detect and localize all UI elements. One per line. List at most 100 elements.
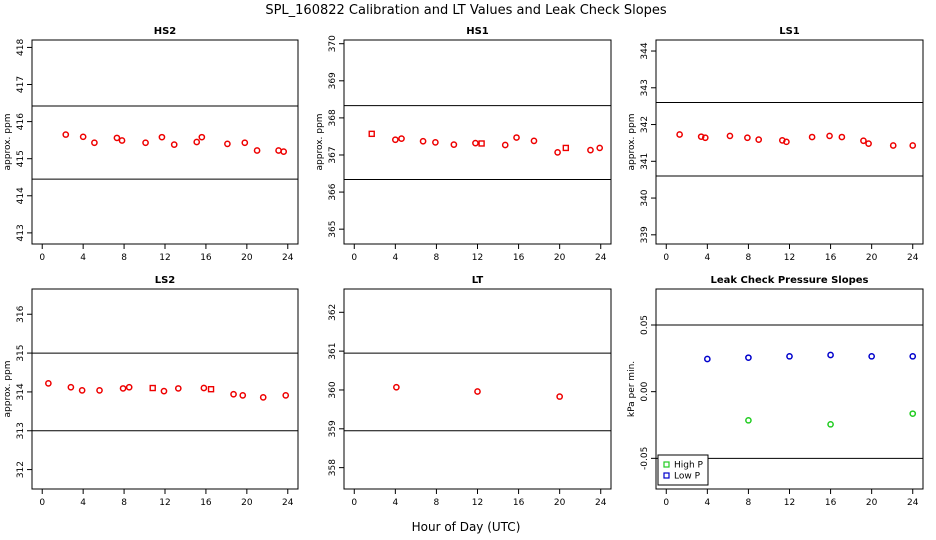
data-point [149,384,156,392]
panel-1: HS1 approx. ppm 0 4 8 12 16 20 24 365 366 367 368 369… [315,26,612,263]
y-tick-label: 413 [16,224,26,241]
x-tick-label: 0 [39,253,45,263]
data-point [170,141,178,148]
x-tick-label: 0 [663,498,669,508]
data-point [280,148,288,155]
y-tick-label: 368 [328,109,338,126]
data-point [909,410,917,418]
data-point [827,351,834,359]
x-tick-label: 20 [866,498,878,508]
y-tick-label: 370 [328,35,338,52]
y-axis-label: approx. ppm [3,361,13,418]
y-tick-label: 417 [16,76,26,93]
data-point [393,383,400,391]
legend-box [657,454,709,486]
x-tick-label: 20 [554,498,566,508]
x-tick-label: 8 [434,498,440,508]
x-tick-label: 16 [825,253,837,263]
panel-title: HS2 [154,26,177,37]
panel-3: LS2 approx. ppm 0 4 8 12 16 20 24 312 313 314 315 316 [3,275,299,508]
y-tick-label: 339 [640,226,650,243]
x-tick-label: 12 [784,253,795,263]
y-tick-label: 314 [16,383,26,400]
data-point [513,134,520,141]
y-tick-label: 343 [640,79,650,96]
x-tick-label: 4 [392,253,398,263]
data-point [67,383,75,391]
data-point [113,134,121,142]
data-point [241,139,249,147]
data-point [554,149,561,156]
y-tick-label: 0.05 [640,315,650,335]
x-tick-label: 24 [595,253,607,263]
data-point [726,132,734,140]
data-point [865,140,872,148]
y-tick-label: 315 [16,344,26,361]
x-tick-label: 20 [241,498,253,508]
data-point [889,142,897,149]
x-tick-label: 16 [200,253,212,263]
x-tick-label: 4 [80,498,86,508]
y-tick-label: 367 [328,146,338,163]
x-tick-label: 8 [434,253,440,263]
x-tick-label: 24 [595,498,607,508]
y-tick-label: 340 [640,189,650,206]
data-point [125,383,133,391]
data-point [838,133,846,141]
y-tick-label: 360 [328,381,338,398]
data-point [119,385,127,392]
legend-marker [663,461,670,468]
x-tick-label: 20 [554,253,566,263]
x-tick-label: 12 [159,253,170,263]
y-tick-label: 313 [16,422,26,439]
y-tick-label: 366 [328,183,338,200]
data-point [160,387,168,395]
x-tick-label: 24 [282,253,294,263]
panel-title: LT [472,275,484,286]
x-tick-label: 12 [784,498,795,508]
x-tick-label: 4 [392,498,398,508]
x-tick-label: 20 [866,253,878,263]
data-point [745,354,752,362]
data-point [158,133,166,141]
data-point [868,352,876,360]
y-tick-label: 358 [328,459,338,476]
x-tick-label: 8 [121,253,127,263]
data-point [174,385,182,392]
data-point [860,137,867,145]
y-tick-label: 415 [16,150,26,167]
y-tick-label: 0.00 [640,381,650,401]
y-tick-label: 418 [16,39,26,56]
data-point [239,392,247,399]
data-point [530,137,538,145]
data-point [472,139,479,147]
x-tick-label: 4 [80,253,86,263]
data-point [562,144,570,152]
x-tick-label: 20 [241,253,253,263]
legend-label: High P [674,461,704,471]
data-point [909,142,917,149]
data-point [391,136,399,144]
panel-title: LS2 [155,275,176,286]
y-tick-label: 362 [328,304,338,321]
y-tick-label: 344 [640,42,650,59]
data-point [419,137,427,145]
x-tick-label: 0 [351,498,357,508]
data-point [224,140,231,148]
data-point [368,130,375,138]
data-point [259,393,267,401]
x-tick-label: 24 [907,498,919,508]
y-axis-label: approx. ppm [3,114,13,171]
data-point [745,416,752,424]
data-point [253,147,261,154]
x-tick-label: 16 [200,498,212,508]
data-point [207,385,215,393]
panel-title: Leak Check Pressure Slopes [711,275,869,286]
x-tick-label: 8 [121,498,127,508]
y-tick-label: 414 [16,187,26,204]
data-point [474,388,481,395]
data-point [478,140,485,147]
x-tick-label: 16 [825,498,837,508]
